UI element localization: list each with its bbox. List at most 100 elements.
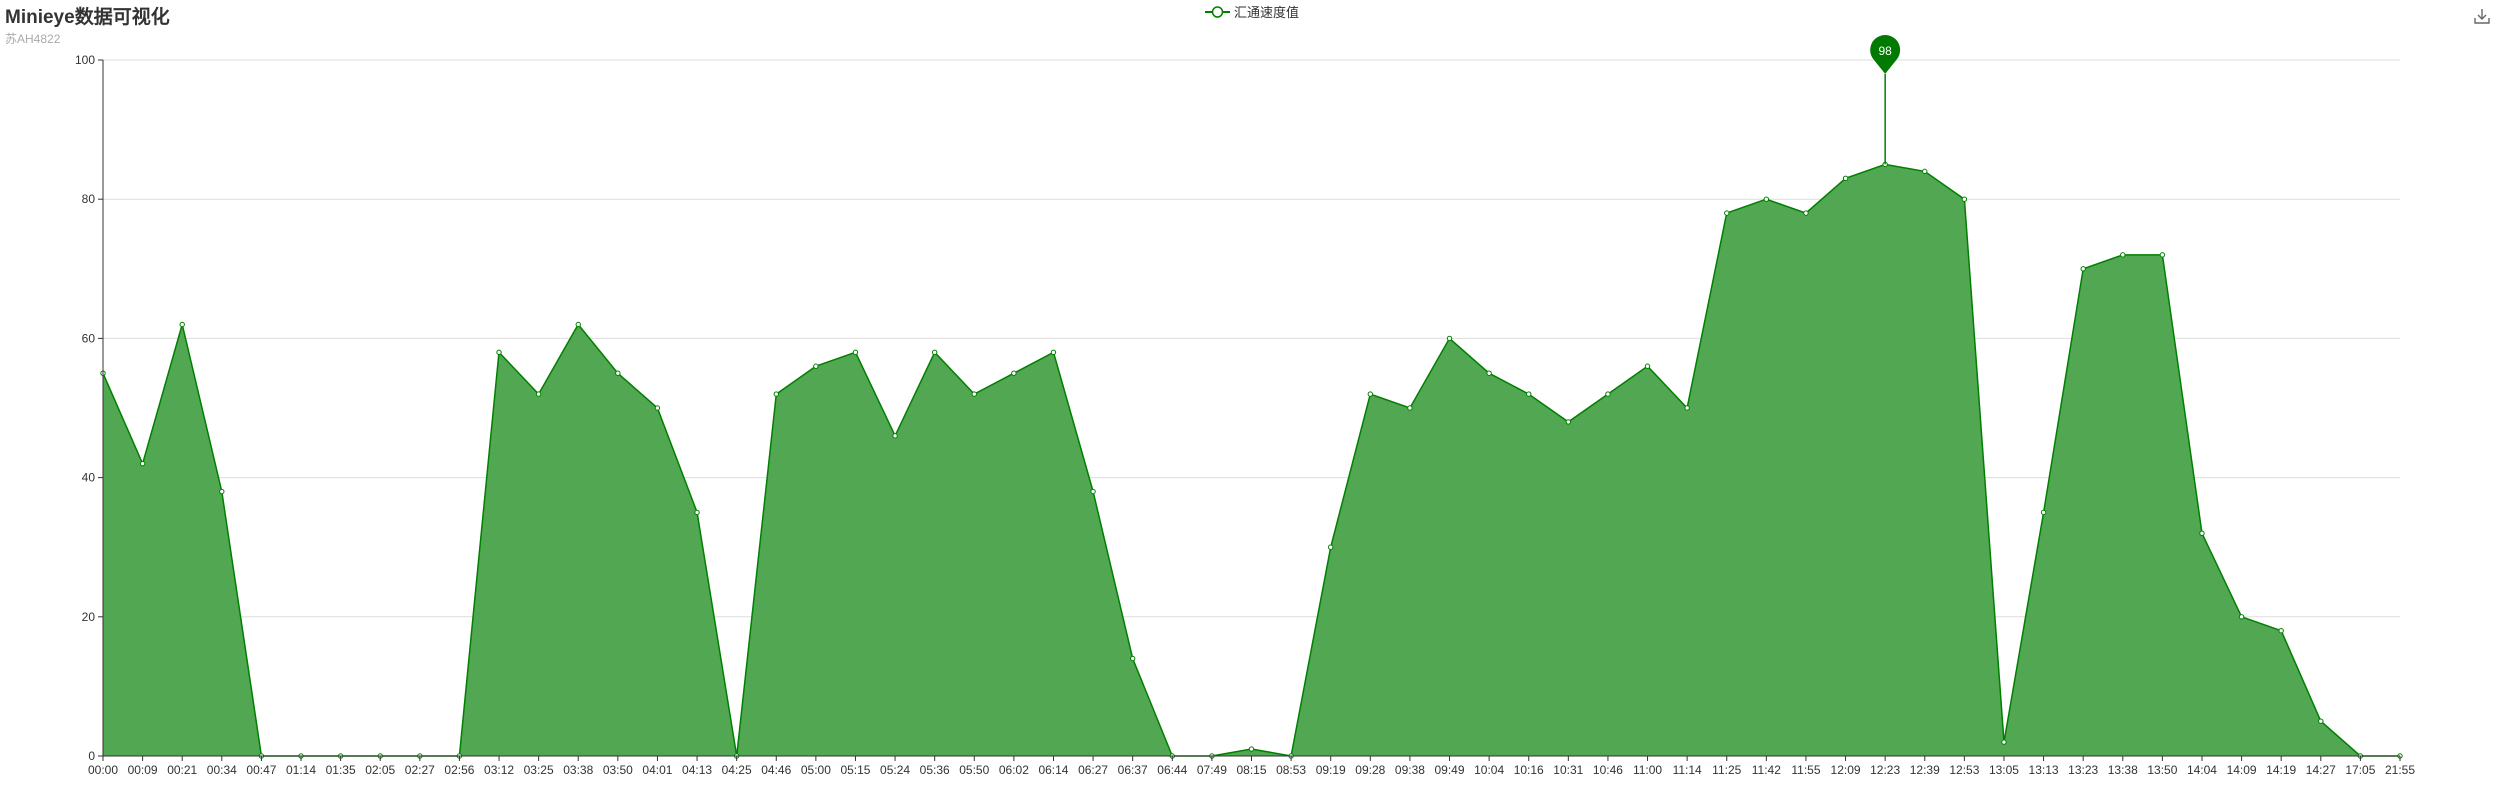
- x-tick-label: 09:19: [1316, 763, 1346, 777]
- data-point[interactable]: [1486, 370, 1492, 376]
- x-tick-label: 11:14: [1673, 763, 1702, 777]
- data-point[interactable]: [852, 349, 859, 356]
- data-point[interactable]: [1129, 655, 1136, 662]
- data-point[interactable]: [1684, 405, 1690, 411]
- x-tick-label: 14:27: [2306, 763, 2336, 777]
- data-point[interactable]: [1644, 363, 1651, 369]
- x-tick-label: 06:27: [1078, 763, 1108, 777]
- data-point[interactable]: [535, 391, 542, 397]
- data-point[interactable]: [1367, 391, 1374, 397]
- x-tick-label: 05:24: [880, 763, 910, 777]
- data-point[interactable]: [1724, 210, 1730, 216]
- data-point[interactable]: [2238, 614, 2245, 620]
- x-tick-label: 03:25: [524, 763, 554, 777]
- y-tick-label: 20: [82, 610, 96, 624]
- x-tick-label: 09:28: [1355, 763, 1385, 777]
- x-tick-label: 13:05: [1989, 763, 2019, 777]
- data-point[interactable]: [971, 391, 977, 397]
- data-point[interactable]: [694, 509, 700, 516]
- data-point[interactable]: [575, 321, 581, 328]
- max-marker: 98: [1870, 34, 1901, 165]
- x-tick-label: 11:42: [1752, 763, 1781, 777]
- data-point[interactable]: [1842, 175, 1849, 182]
- x-tick-label: 02:05: [365, 763, 395, 777]
- x-tick-label: 01:14: [286, 763, 316, 777]
- y-tick-label: 80: [82, 192, 96, 206]
- data-point[interactable]: [2001, 739, 2007, 745]
- data-point[interactable]: [1011, 370, 1017, 376]
- x-tick-label: 14:19: [2266, 763, 2296, 777]
- data-point[interactable]: [892, 433, 898, 439]
- x-tick-label: 11:25: [1712, 763, 1741, 777]
- data-point[interactable]: [654, 405, 661, 411]
- series-area: [100, 161, 2403, 759]
- x-tick-label: 04:25: [722, 763, 752, 777]
- x-tick-label: 05:15: [840, 763, 870, 777]
- x-tick-label: 04:46: [761, 763, 791, 777]
- legend-label: 汇通速度值: [1234, 5, 1300, 20]
- y-tick-label: 0: [88, 749, 95, 763]
- data-point[interactable]: [813, 363, 819, 369]
- data-point[interactable]: [2040, 509, 2047, 516]
- x-tick-label: 06:37: [1118, 763, 1148, 777]
- x-tick-label: 06:44: [1157, 763, 1187, 777]
- data-point[interactable]: [1328, 544, 1334, 550]
- data-point[interactable]: [2199, 530, 2205, 536]
- x-tick-label: 05:00: [801, 763, 831, 777]
- data-point[interactable]: [615, 370, 621, 376]
- x-tick-label: 00:00: [88, 763, 118, 777]
- x-tick-label: 08:15: [1236, 763, 1266, 777]
- x-tick-label: 03:12: [484, 763, 514, 777]
- x-tick-label: 14:04: [2187, 763, 2217, 777]
- save-as-image-icon: [2474, 9, 2490, 24]
- data-point[interactable]: [773, 391, 779, 397]
- x-tick-label: 10:04: [1474, 763, 1504, 777]
- x-tick-label: 08:53: [1276, 763, 1306, 777]
- data-point[interactable]: [931, 349, 938, 356]
- x-tick-label: 04:13: [682, 763, 712, 777]
- data-point[interactable]: [496, 349, 502, 356]
- data-point[interactable]: [1526, 391, 1532, 397]
- data-point[interactable]: [2318, 718, 2324, 724]
- x-tick-label: 09:38: [1395, 763, 1425, 777]
- data-point[interactable]: [1605, 391, 1611, 397]
- x-tick-label: 14:09: [2227, 763, 2257, 777]
- data-point[interactable]: [2120, 252, 2126, 258]
- data-point[interactable]: [219, 488, 225, 495]
- data-point[interactable]: [1090, 488, 1096, 495]
- data-point[interactable]: [1050, 349, 1057, 356]
- data-point[interactable]: [1565, 419, 1572, 425]
- x-tick-label: 03:38: [563, 763, 593, 777]
- y-tick-label: 100: [75, 53, 95, 67]
- x-tick-label: 05:50: [959, 763, 989, 777]
- data-point[interactable]: [1407, 405, 1413, 411]
- data-point[interactable]: [1446, 335, 1453, 342]
- legend-item[interactable]: 汇通速度值: [1205, 2, 1299, 21]
- x-tick-label: 02:56: [444, 763, 474, 777]
- data-point[interactable]: [1922, 168, 1928, 175]
- series-area-fill: [103, 164, 2400, 756]
- download-icon[interactable]: [2472, 6, 2492, 26]
- data-point[interactable]: [1763, 196, 1770, 202]
- grid-lines: [103, 59, 2400, 618]
- data-point[interactable]: [1803, 210, 1809, 216]
- x-tick-label: 04:01: [642, 763, 672, 777]
- x-tick-label: 06:14: [1038, 763, 1068, 777]
- x-tick-label: 11:55: [1791, 763, 1820, 777]
- max-marker-pin[interactable]: [1870, 34, 1901, 74]
- data-point[interactable]: [139, 460, 146, 467]
- x-tick-label: 21:55: [2385, 763, 2415, 777]
- chart-subtitle: 苏AH4822: [5, 32, 61, 46]
- x-tick-label: 06:02: [999, 763, 1029, 777]
- x-tick-label: 12:39: [1910, 763, 1940, 777]
- data-point[interactable]: [2080, 266, 2086, 272]
- data-point[interactable]: [1248, 746, 1255, 752]
- data-point[interactable]: [1961, 196, 1968, 202]
- x-tick-label: 01:35: [326, 763, 356, 777]
- data-point[interactable]: [179, 321, 185, 328]
- data-point[interactable]: [2159, 252, 2166, 258]
- data-point[interactable]: [2278, 628, 2284, 634]
- x-tick-label: 13:38: [2108, 763, 2138, 777]
- x-tick-label: 10:31: [1553, 763, 1583, 777]
